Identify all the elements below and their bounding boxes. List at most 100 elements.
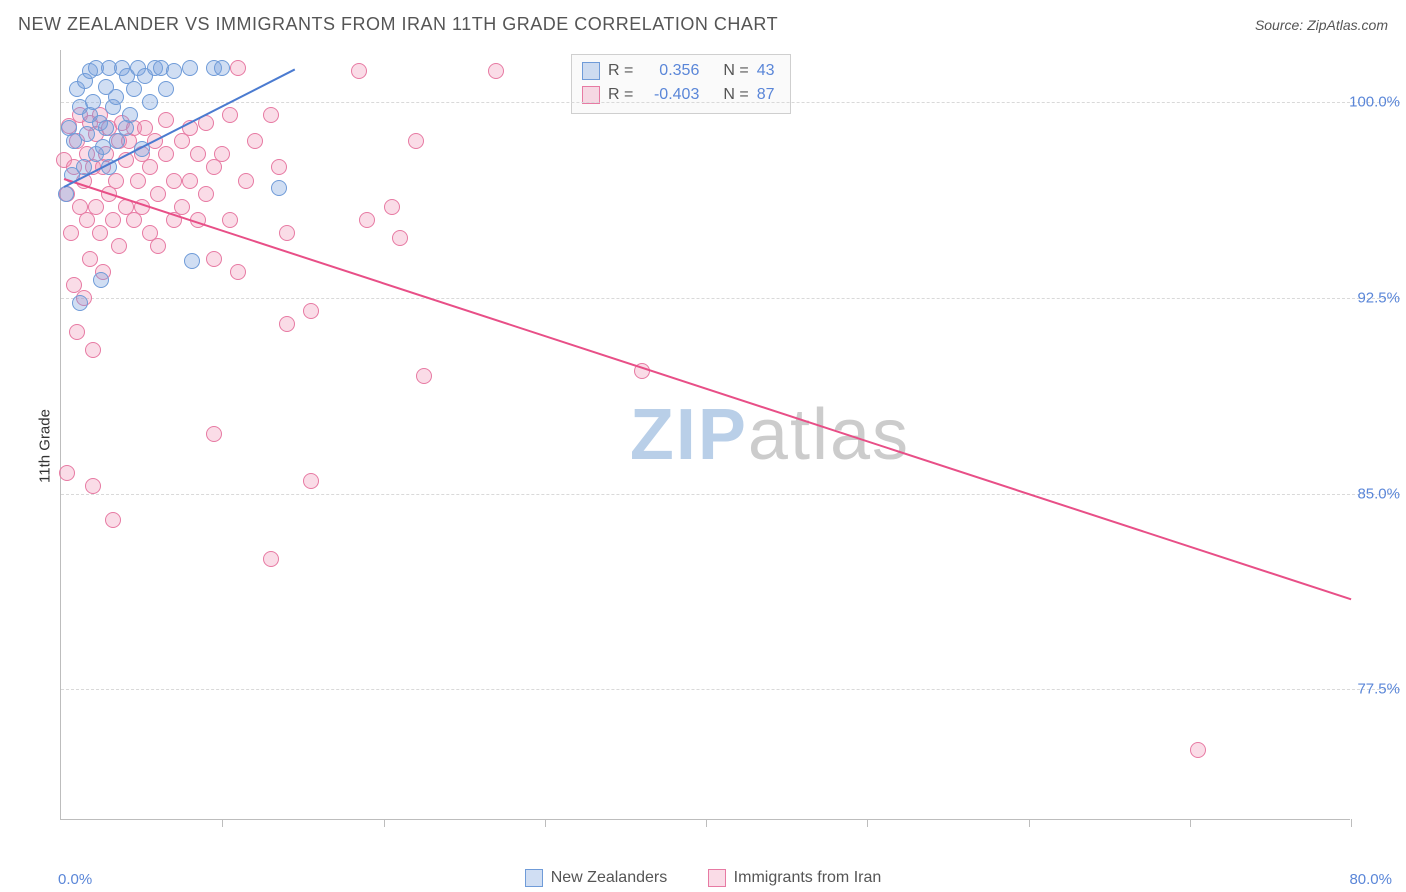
legend-n-prefix: N = (723, 59, 748, 83)
data-point (166, 173, 182, 189)
data-point (93, 272, 109, 288)
data-point (190, 146, 206, 162)
series-a-name: New Zealanders (551, 869, 668, 887)
data-point (105, 212, 121, 228)
data-point (182, 173, 198, 189)
data-point (408, 133, 424, 149)
legend-r-b: -0.403 (641, 83, 699, 107)
data-point (158, 81, 174, 97)
gridline (61, 494, 1400, 495)
data-point (82, 251, 98, 267)
data-point (222, 212, 238, 228)
gridline (61, 298, 1400, 299)
gridline (61, 102, 1400, 103)
legend-n-prefix-b: N = (723, 83, 748, 107)
data-point (174, 199, 190, 215)
data-point (142, 94, 158, 110)
data-point (416, 368, 432, 384)
y-tick-label: 77.5% (1357, 681, 1400, 698)
data-point (150, 238, 166, 254)
legend-item-a: New Zealanders (525, 869, 668, 887)
y-tick-label: 85.0% (1357, 485, 1400, 502)
data-point (85, 94, 101, 110)
x-tick (706, 819, 707, 827)
legend-n-a: 43 (757, 59, 775, 83)
data-point (206, 426, 222, 442)
data-point (111, 238, 127, 254)
data-point (126, 81, 142, 97)
correlation-legend: R = 0.356 N = 43 R = -0.403 N = 87 (571, 54, 791, 114)
data-point (488, 63, 504, 79)
data-point (384, 199, 400, 215)
data-point (59, 465, 75, 481)
legend-row-a: R = 0.356 N = 43 (582, 59, 774, 83)
legend-r-a: 0.356 (641, 59, 699, 83)
data-point (108, 89, 124, 105)
x-tick (867, 819, 868, 827)
data-point (85, 478, 101, 494)
data-point (79, 212, 95, 228)
y-tick-label: 92.5% (1357, 289, 1400, 306)
data-point (182, 60, 198, 76)
data-point (303, 473, 319, 489)
chart-title: NEW ZEALANDER VS IMMIGRANTS FROM IRAN 11… (18, 14, 778, 35)
data-point (230, 264, 246, 280)
data-point (214, 146, 230, 162)
data-point (263, 107, 279, 123)
data-point (142, 159, 158, 175)
data-point (206, 251, 222, 267)
series-b-name: Immigrants from Iran (734, 869, 882, 887)
legend-r-prefix: R = (608, 59, 633, 83)
data-point (85, 342, 101, 358)
regression-line (64, 178, 1351, 600)
legend-swatch-icon (708, 869, 726, 887)
source-label: Source: ZipAtlas.com (1255, 17, 1388, 33)
data-point (166, 63, 182, 79)
x-tick (1190, 819, 1191, 827)
data-point (359, 212, 375, 228)
gridline (61, 689, 1400, 690)
data-point (1190, 742, 1206, 758)
y-tick-label: 100.0% (1349, 94, 1400, 111)
y-axis-label: 11th Grade (36, 409, 53, 483)
data-point (271, 159, 287, 175)
data-point (184, 253, 200, 269)
legend-n-b: 87 (757, 83, 775, 107)
data-point (158, 112, 174, 128)
data-point (158, 146, 174, 162)
legend-item-b: Immigrants from Iran (708, 869, 882, 887)
x-tick (1351, 819, 1352, 827)
data-point (150, 186, 166, 202)
title-bar: NEW ZEALANDER VS IMMIGRANTS FROM IRAN 11… (18, 14, 1388, 35)
data-point (247, 133, 263, 149)
data-point (105, 512, 121, 528)
data-point (92, 225, 108, 241)
x-tick (1029, 819, 1030, 827)
data-point (351, 63, 367, 79)
x-tick (384, 819, 385, 827)
watermark-zip: ZIP (630, 395, 748, 475)
data-point (72, 295, 88, 311)
data-point (222, 107, 238, 123)
watermark-atlas: atlas (748, 395, 910, 475)
watermark: ZIPatlas (630, 394, 910, 476)
x-tick (222, 819, 223, 827)
data-point (63, 225, 79, 241)
data-point (230, 60, 246, 76)
data-point (130, 173, 146, 189)
legend-r-prefix-b: R = (608, 83, 633, 107)
scatter-plot: ZIPatlas R = 0.356 N = 43 R = -0.403 N =… (60, 50, 1350, 820)
data-point (198, 186, 214, 202)
data-point (122, 107, 138, 123)
data-point (58, 186, 74, 202)
data-point (214, 60, 230, 76)
data-point (69, 324, 85, 340)
x-tick (545, 819, 546, 827)
legend-swatch-icon (525, 869, 543, 887)
data-point (238, 173, 254, 189)
data-point (279, 316, 295, 332)
series-legend: New Zealanders Immigrants from Iran (0, 869, 1406, 892)
legend-row-b: R = -0.403 N = 87 (582, 83, 774, 107)
data-point (271, 180, 287, 196)
data-point (279, 225, 295, 241)
